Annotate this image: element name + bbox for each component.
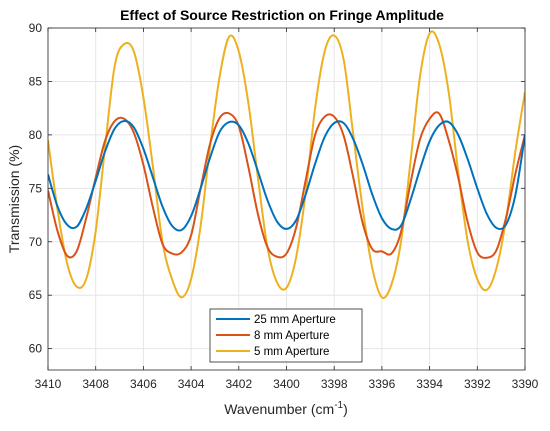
series-line-0 — [48, 119, 525, 232]
x-axis-label-text: Wavenumber (cm — [224, 401, 334, 417]
x-tick-label: 3404 — [178, 377, 205, 391]
legend-label: 25 mm Aperture — [254, 314, 336, 326]
y-tick-label: 85 — [29, 74, 43, 88]
y-tick-label: 90 — [29, 21, 43, 35]
x-tick-label: 3390 — [512, 377, 539, 391]
x-axis-label-superscript: -1 — [334, 400, 343, 411]
legend-label: 5 mm Aperture — [254, 346, 329, 358]
y-tick-labels: 60 65 70 75 80 85 90 — [29, 21, 43, 356]
legend: 25 mm Aperture 8 mm Aperture 5 mm Aperture — [209, 308, 363, 363]
x-axis-label: Wavenumber (cm-1) — [224, 400, 348, 417]
y-tick-label: 75 — [29, 181, 43, 195]
x-tick-label: 3396 — [369, 377, 396, 391]
x-tick-label: 3398 — [321, 377, 348, 391]
x-axis-label-end: ) — [343, 401, 348, 417]
x-tick-labels: 3410 3408 3406 3404 3402 3400 3398 3396 3394 3392… — [35, 377, 539, 391]
tick-marks — [47, 27, 526, 370]
y-axis-label: Transmission (%) — [6, 145, 22, 253]
legend-label: 8 mm Aperture — [254, 330, 329, 342]
y-tick-label: 60 — [29, 342, 43, 356]
y-tick-label: 70 — [29, 235, 43, 249]
x-tick-label: 3394 — [416, 377, 443, 391]
legend-items: 25 mm Aperture 8 mm Aperture 5 mm Aperture — [216, 314, 336, 358]
x-tick-label: 3402 — [225, 377, 252, 391]
x-tick-label: 3400 — [273, 377, 300, 391]
series-group — [48, 30, 525, 299]
x-tick-label: 3406 — [130, 377, 157, 391]
chart-title: Effect of Source Restriction on Fringe A… — [120, 7, 444, 23]
x-tick-label: 3408 — [82, 377, 109, 391]
x-tick-label: 3410 — [35, 377, 62, 391]
y-tick-label: 80 — [29, 128, 43, 142]
x-tick-label: 3392 — [464, 377, 491, 391]
series-line-2 — [48, 30, 525, 299]
y-tick-label: 65 — [29, 288, 43, 302]
